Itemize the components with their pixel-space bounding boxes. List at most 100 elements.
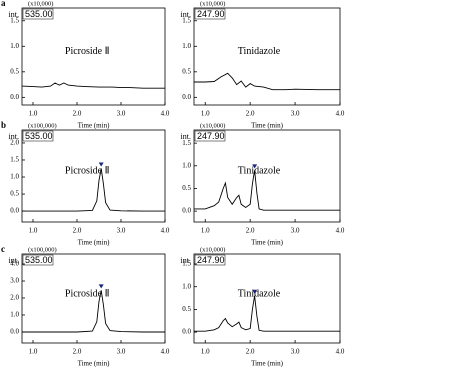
x-tick-label: 3.0	[291, 110, 300, 118]
y-multiplier: (x10,000)	[200, 246, 225, 253]
compound-name: Tinidazole	[238, 46, 281, 57]
compound-name: Tinidazole	[238, 288, 281, 299]
x-axis-label: Time (min)	[251, 239, 283, 247]
panel-label: c	[1, 244, 5, 254]
compound-name: Picroside Ⅱ	[65, 288, 110, 299]
x-tick-label: 3.0	[117, 348, 126, 356]
panel-label: a	[1, 0, 6, 8]
x-tick-label: 3.0	[117, 227, 126, 235]
y-multiplier: (x100,000)	[28, 246, 57, 253]
x-tick-label: 4.0	[336, 227, 345, 235]
x-tick-label: 3.0	[291, 348, 300, 356]
x-tick-label: 4.0	[161, 348, 170, 356]
annotation: 535.00	[25, 255, 53, 265]
y-tick-label: 0.0	[10, 328, 19, 336]
x-axis-label: Time (min)	[251, 360, 283, 368]
x-tick-label: 4.0	[336, 110, 345, 118]
y-tick-label: 0.5	[182, 184, 191, 192]
x-tick-label: 4.0	[161, 110, 170, 118]
y-tick-label: 0.5	[182, 67, 191, 75]
trace	[21, 82, 165, 89]
y-label: int.	[181, 132, 191, 141]
annotation-box	[194, 8, 226, 20]
trace	[194, 295, 340, 332]
peak-marker	[252, 164, 258, 169]
annotation-box	[194, 130, 226, 142]
compound-name: Picroside Ⅱ	[65, 166, 110, 177]
annotation: 247.90	[197, 131, 225, 141]
y-tick-label: 1.5	[10, 16, 19, 24]
x-tick-label: 2.0	[246, 110, 255, 118]
y-label: int.	[9, 256, 19, 265]
y-tick-label: 1.0	[182, 161, 191, 169]
trace	[194, 72, 340, 91]
annotation: 535.00	[25, 9, 53, 19]
y-multiplier: (x10,000)	[200, 122, 225, 129]
y-multiplier: (x10,000)	[28, 0, 53, 7]
peak-marker	[252, 289, 258, 294]
y-tick-label: 1.5	[182, 260, 191, 268]
x-tick-label: 1.0	[201, 348, 210, 356]
y-tick-label: 1.5	[182, 16, 191, 24]
x-axis-label: Time (min)	[78, 122, 110, 130]
trace	[194, 170, 340, 211]
x-tick-label: 1.0	[29, 110, 38, 118]
annotation: 247.90	[197, 255, 225, 265]
trace	[22, 290, 165, 333]
x-tick-label: 3.0	[117, 110, 126, 118]
x-tick-label: 1.0	[201, 110, 210, 118]
y-tick-label: 0.0	[10, 207, 19, 215]
annotation-box	[22, 254, 54, 266]
y-multiplier: (x10,000)	[200, 0, 225, 7]
y-label: int.	[181, 256, 191, 265]
x-tick-label: 2.0	[246, 227, 255, 235]
x-tick-label: 2.0	[246, 348, 255, 356]
annotation-box	[22, 130, 54, 142]
y-tick-label: 0.0	[182, 328, 191, 336]
y-tick-label: 0.5	[10, 190, 19, 198]
compound-name: Picroside Ⅱ	[65, 46, 110, 57]
plot-frame	[21, 7, 166, 106]
plot-frame	[193, 129, 341, 223]
y-tick-label: 1.5	[182, 139, 191, 147]
x-tick-label: 2.0	[73, 348, 82, 356]
y-label: int.	[9, 132, 19, 141]
x-tick-label: 3.0	[291, 227, 300, 235]
x-tick-label: 1.0	[29, 227, 38, 235]
x-tick-label: 2.0	[73, 110, 82, 118]
x-tick-label: 4.0	[336, 348, 345, 356]
plot-frame	[21, 253, 166, 344]
x-axis-label: Time (min)	[78, 360, 110, 368]
annotation: 247.90	[197, 9, 225, 19]
trace	[22, 168, 165, 212]
y-tick-label: 0.0	[182, 207, 191, 215]
y-multiplier: (x100,000)	[28, 122, 57, 129]
x-tick-label: 1.0	[201, 227, 210, 235]
y-tick-label: 1.0	[10, 173, 19, 181]
x-tick-label: 4.0	[161, 227, 170, 235]
annotation-box	[22, 8, 54, 20]
plot-frame	[21, 129, 166, 223]
y-tick-label: 0.0	[182, 93, 191, 101]
annotation: 535.00	[25, 131, 53, 141]
x-axis-label: Time (min)	[251, 122, 283, 130]
panel-label: b	[1, 120, 6, 130]
y-tick-label: 1.0	[182, 42, 191, 50]
y-tick-label: 1.0	[10, 42, 19, 50]
x-tick-label: 2.0	[73, 227, 82, 235]
plot-frame	[193, 253, 341, 344]
y-tick-label: 0.0	[10, 93, 19, 101]
peak-marker	[98, 284, 104, 289]
y-tick-label: 1.0	[182, 282, 191, 290]
y-tick-label: 1.5	[10, 156, 19, 164]
compound-name: Tinidazole	[238, 166, 281, 177]
y-tick-label: 0.5	[182, 305, 191, 313]
y-label: int.	[9, 10, 19, 19]
y-label: int.	[181, 10, 191, 19]
y-tick-label: 4.0	[10, 260, 19, 268]
y-tick-label: 2.0	[10, 294, 19, 302]
y-tick-label: 2.0	[10, 139, 19, 147]
annotation-box	[194, 254, 226, 266]
x-axis-label: Time (min)	[78, 239, 110, 247]
